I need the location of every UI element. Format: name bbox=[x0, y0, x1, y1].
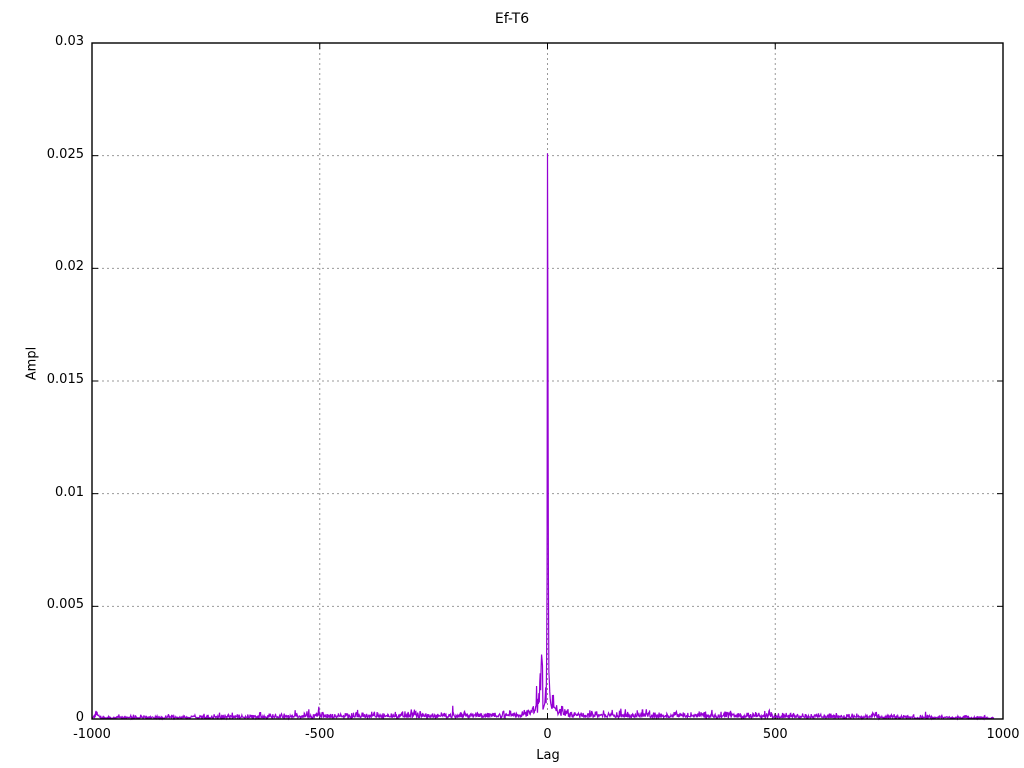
x-tick-label: -1000 bbox=[73, 727, 111, 742]
y-tick-label: 0.01 bbox=[55, 484, 84, 500]
y-tick-label: 0.03 bbox=[55, 34, 84, 49]
x-tick-label: 0 bbox=[543, 727, 552, 742]
chart-title: Ef-T6 bbox=[494, 11, 530, 27]
y-tick-label: 0.005 bbox=[46, 597, 84, 613]
series-line bbox=[91, 153, 995, 721]
plot-frame bbox=[91, 42, 1004, 720]
x-tick-label: -500 bbox=[304, 727, 335, 742]
y-tick-label: 0.015 bbox=[46, 372, 84, 387]
y-tick-label: 0 bbox=[75, 710, 84, 725]
data-series bbox=[91, 153, 995, 721]
x-axis-label: Lag bbox=[536, 748, 560, 763]
x-tick-label: 1000 bbox=[986, 727, 1020, 742]
y-tick-label: 0.025 bbox=[46, 146, 84, 162]
x-tick-label: 500 bbox=[762, 727, 788, 742]
y-tick-label: 0.02 bbox=[55, 259, 84, 275]
plot-border bbox=[91, 42, 1004, 720]
